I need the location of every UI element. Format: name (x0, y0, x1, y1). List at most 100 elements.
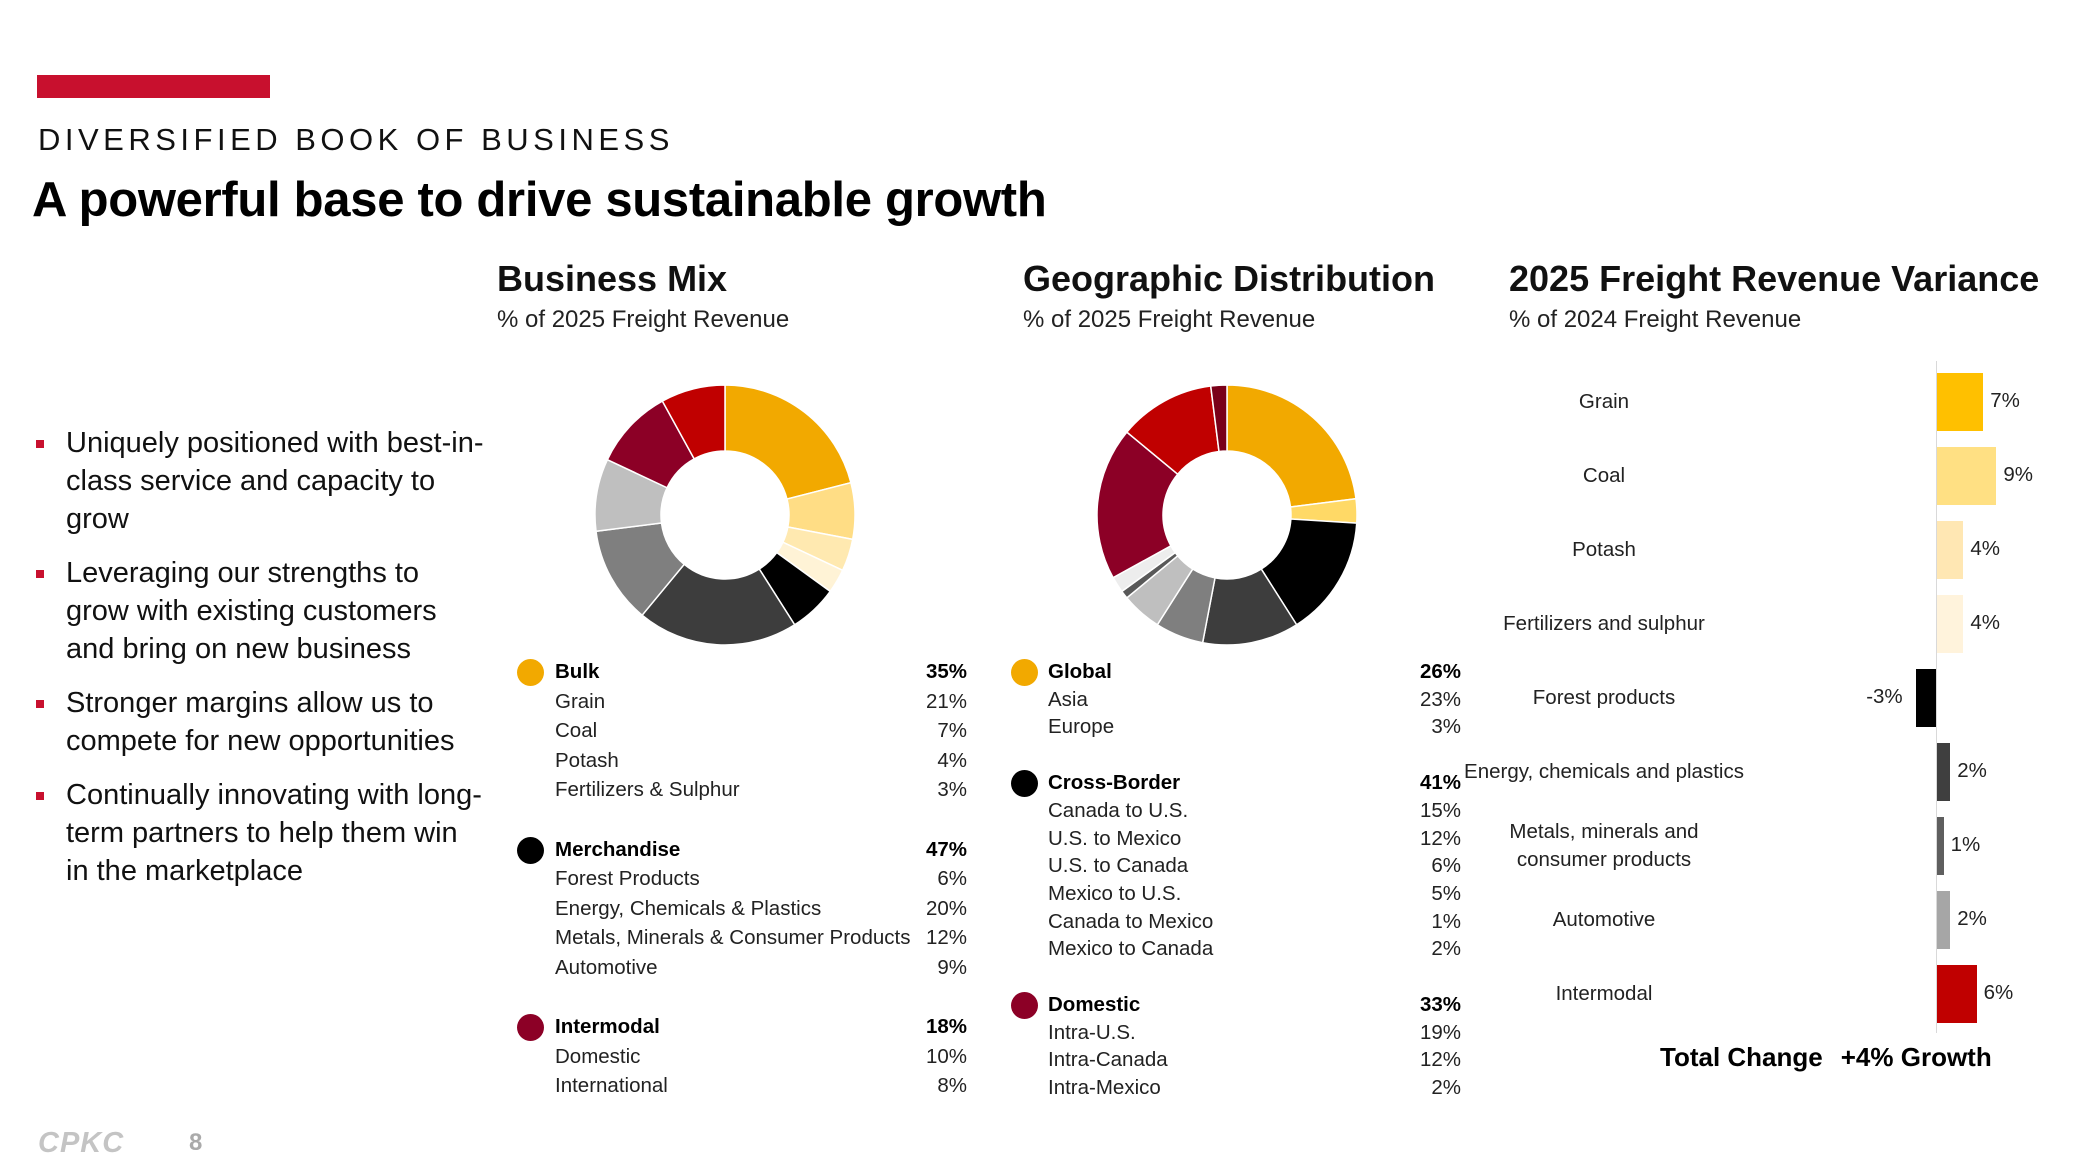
legend-item-mexico-to-u-s: Mexico to U.S. (1048, 881, 1182, 905)
company-logo: CPKC (38, 1127, 125, 1159)
legend-item-value: 4% (937, 748, 967, 772)
legend-item-value: 2% (1431, 937, 1461, 961)
variance-title: 2025 Freight Revenue Variance (1509, 258, 2040, 299)
slice-intra-mexico (1209, 384, 1228, 453)
category-label-line: Grain (1578, 390, 1630, 413)
legend-group-total: 35% (925, 660, 967, 683)
legend-item-canada-to-u-s: Canada to U.S. (1048, 798, 1189, 822)
legend-item-value: 8% (937, 1074, 967, 1097)
category-label-forest-products: Forest products (1424, 684, 1784, 712)
legend-group-bulk: Bulk (555, 660, 600, 683)
legend-item-energy-chemicals-and-plastics: Energy, Chemicals & Plastics (555, 896, 822, 920)
section-eyebrow: DIVERSIFIED BOOK OF BUSINESS (38, 122, 674, 157)
category-label-line: Coal (1582, 464, 1626, 487)
category-label-automotive: Automotive (1424, 906, 1784, 934)
business-mix-donut (594, 384, 856, 646)
legend-item-u-s-to-mexico: U.S. to Mexico (1048, 826, 1182, 850)
legend-item-value: 15% (1419, 798, 1461, 822)
legend-item-value: 20% (925, 896, 967, 920)
slice-energy-chemicals-and-plastics (641, 563, 796, 646)
legend-dot-domestic (1011, 992, 1038, 1019)
legend-group-total: 33% (1419, 993, 1461, 1016)
key-points-list: Uniquely positioned with best-in-class s… (36, 424, 486, 906)
slice-asia (1226, 384, 1357, 508)
page-title: A powerful base to drive sustainable gro… (32, 173, 1047, 227)
total-change-label: Total Change (1660, 1042, 1823, 1072)
category-label-metals-minerals-and-consumer-products: Metals, minerals and consumer products (1424, 818, 1784, 874)
legend-item-value: 12% (1419, 1048, 1461, 1072)
legend-group-intermodal: Intermodal (555, 1015, 660, 1038)
key-point-text: Continually innovating with long-term pa… (66, 779, 482, 887)
legend-item-canada-to-mexico: Canada to Mexico (1048, 909, 1214, 933)
page-number: 8 (189, 1129, 203, 1156)
legend-item-intra-u-s: Intra-U.S. (1048, 1020, 1136, 1044)
legend-dot-merchandise (517, 836, 544, 864)
bar-potash (1937, 521, 1964, 579)
legend-item-value: 7% (937, 719, 967, 742)
legend-group-global: Global (1048, 660, 1112, 683)
legend-item-potash: Potash (555, 748, 619, 772)
legend-dot-cross-border (1011, 770, 1038, 798)
category-label-coal: Coal (1424, 462, 1784, 490)
geographic-subtitle: % of 2025 Freight Revenue (1023, 306, 1316, 333)
geographic-donut (1096, 384, 1358, 646)
bullet-marker (36, 440, 44, 448)
category-label-line: consumer products (1516, 848, 1692, 871)
bar-forest-products (1916, 669, 1936, 727)
category-label-line: Energy, chemicals and plastics (1464, 760, 1744, 783)
data-label: 7% (1990, 389, 2020, 412)
category-label-line: Automotive (1552, 908, 1656, 931)
category-label-intermodal: Intermodal (1424, 980, 1784, 1008)
data-label: 6% (1983, 981, 2014, 1004)
legend-group-total: 41% (1419, 771, 1461, 795)
legend-item-mexico-to-canada: Mexico to Canada (1048, 937, 1214, 961)
bullet-marker (36, 792, 44, 800)
bullet-marker (36, 700, 44, 708)
legend-item-fertilizers-and-sulphur: Fertilizers & Sulphur (555, 778, 740, 801)
bar-fertilizers-and-sulphur (1937, 595, 1964, 653)
legend-item-value: 23% (1419, 687, 1461, 711)
legend-item-forest-products: Forest Products (555, 867, 700, 890)
legend-item-automotive: Automotive (555, 955, 658, 979)
legend-group-total: 47% (925, 837, 967, 861)
legend-item-value: 1% (1431, 909, 1461, 933)
legend-group-cross-border: Cross-Border (1048, 771, 1181, 795)
data-label: 9% (2003, 463, 2034, 486)
legend-item-domestic: Domestic (555, 1044, 641, 1068)
bar-energy-chemicals-and-plastics (1937, 743, 1951, 801)
key-point-text: Stronger margins allow us to compete for… (66, 687, 455, 757)
total-change-value: +4% Growth (1840, 1042, 1992, 1072)
data-label: 4% (1970, 537, 2001, 560)
legend-item-value: 12% (925, 926, 967, 949)
legend-item-grain: Grain (555, 689, 606, 713)
data-label: -3% (1866, 685, 1903, 708)
key-point: Uniquely positioned with best-in-class s… (36, 424, 486, 538)
legend-item-value: 6% (937, 867, 967, 890)
bar-coal (1937, 447, 1997, 505)
zero-axis (1936, 361, 1937, 1033)
legend-group-total: 26% (1419, 660, 1461, 683)
legend-item-value: 12% (1419, 826, 1461, 850)
key-point-text: Uniquely positioned with best-in-class s… (66, 427, 484, 535)
accent-bar (37, 75, 270, 98)
slice-intra-u-s (1096, 431, 1179, 579)
variance-subtitle: % of 2024 Freight Revenue (1509, 306, 1802, 333)
legend-item-value: 6% (1431, 854, 1461, 878)
legend-dot-bulk (517, 659, 544, 686)
category-label-line: Potash (1572, 538, 1636, 561)
key-point: Continually innovating with long-term pa… (36, 776, 486, 890)
category-label-line: Metals, minerals and (1509, 820, 1699, 843)
category-label-fertilizers-and-sulphur: Fertilizers and sulphur (1424, 610, 1784, 638)
legend-item-u-s-to-canada: U.S. to Canada (1048, 854, 1189, 878)
business-mix-subtitle: % of 2025 Freight Revenue (497, 306, 790, 333)
legend-item-asia: Asia (1048, 687, 1088, 711)
data-label: 1% (1950, 833, 1981, 856)
legend-item-value: 10% (925, 1044, 967, 1068)
bar-grain (1937, 373, 1984, 431)
legend-item-value: 21% (925, 689, 967, 713)
legend-item-value: 19% (1419, 1020, 1461, 1044)
legend-item-value: 2% (1431, 1076, 1461, 1100)
legend-item-intra-mexico: Intra-Mexico (1048, 1076, 1161, 1100)
legend-item-value: 9% (937, 955, 967, 979)
category-label-line: Fertilizers and sulphur (1503, 612, 1705, 635)
